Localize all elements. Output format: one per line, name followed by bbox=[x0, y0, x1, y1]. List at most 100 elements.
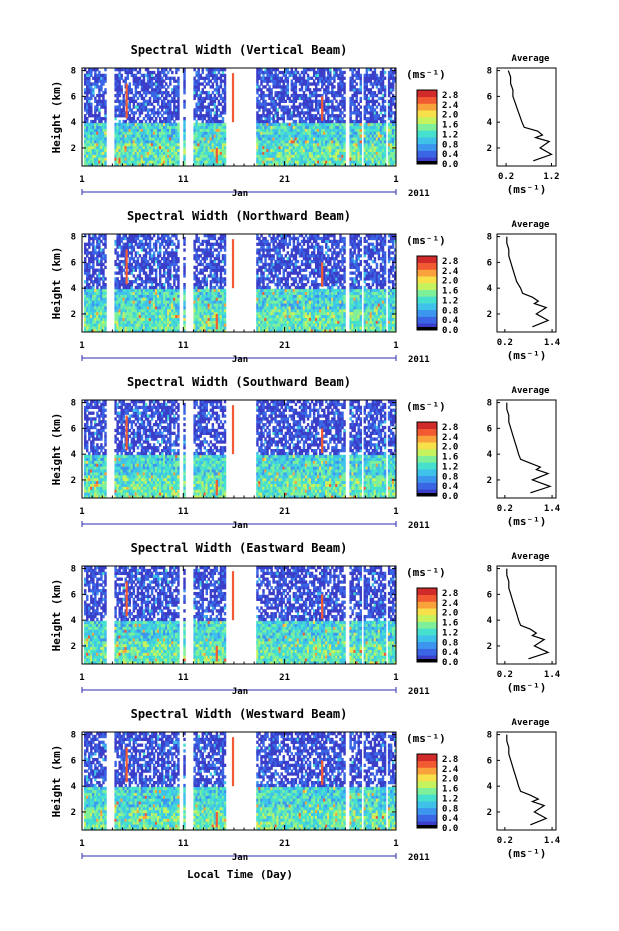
heatmap-cell bbox=[128, 108, 132, 112]
heatmap-cell bbox=[167, 85, 170, 89]
heatmap-cell bbox=[116, 137, 119, 141]
heatmap-cell bbox=[302, 96, 306, 101]
heatmap-cell bbox=[193, 111, 196, 115]
heatmap-cell bbox=[130, 128, 134, 132]
heatmap-cell bbox=[118, 300, 121, 304]
heatmap-cell bbox=[193, 285, 196, 290]
heatmap-cell bbox=[120, 329, 123, 333]
heatmap-cell bbox=[377, 76, 381, 80]
heatmap-cell bbox=[116, 76, 119, 80]
heatmap-cell bbox=[92, 300, 95, 304]
heatmap-cell bbox=[128, 140, 132, 144]
heatmap-cell bbox=[90, 294, 93, 298]
heatmap-cell bbox=[144, 251, 148, 255]
heatmap-cell bbox=[349, 114, 352, 118]
heatmap-cell bbox=[258, 151, 261, 155]
heatmap-cell bbox=[152, 82, 156, 86]
heatmap-cell bbox=[379, 108, 383, 112]
heatmap-cell bbox=[209, 114, 213, 118]
heatmap-cell bbox=[280, 85, 283, 89]
heatmap-cell bbox=[268, 108, 271, 112]
heatmap-cell bbox=[154, 91, 158, 95]
heatmap-cell bbox=[213, 102, 217, 106]
heatmap-cell bbox=[389, 134, 393, 138]
heatmap-cell bbox=[90, 257, 93, 261]
heatmap-cell bbox=[195, 306, 198, 310]
heatmap-cell bbox=[116, 73, 119, 78]
heatmap-cell bbox=[258, 85, 261, 89]
heatmap-cell bbox=[90, 265, 93, 269]
heatmap-cell bbox=[260, 157, 263, 161]
heatmap-cell bbox=[205, 131, 208, 135]
heatmap-cell bbox=[325, 151, 328, 155]
heatmap-cell bbox=[203, 105, 206, 109]
heatmap-cell bbox=[116, 245, 119, 249]
heatmap-cell bbox=[173, 277, 176, 281]
heatmap-cell bbox=[124, 329, 127, 333]
heatmap-cell bbox=[316, 79, 320, 83]
heatmap-cell bbox=[100, 294, 103, 298]
heatmap-cell bbox=[167, 277, 170, 281]
heatmap-cell bbox=[183, 157, 186, 161]
heatmap-cell bbox=[359, 128, 362, 132]
heatmap-cell bbox=[171, 248, 174, 252]
heatmap-cell bbox=[323, 119, 326, 124]
heatmap-cell bbox=[268, 125, 271, 129]
heatmap-cell bbox=[84, 285, 87, 290]
heatmap-cell bbox=[118, 68, 121, 72]
heatmap-cell bbox=[223, 148, 227, 152]
heatmap-cell bbox=[102, 160, 105, 164]
heatmap-cell bbox=[207, 91, 211, 95]
heatmap-cell bbox=[183, 265, 186, 269]
heatmap-cell bbox=[183, 294, 186, 298]
heatmap-cell bbox=[163, 79, 166, 83]
heatmap-cell bbox=[298, 93, 302, 98]
heatmap-cell bbox=[363, 79, 367, 83]
heatmap-cell bbox=[100, 79, 103, 83]
heatmap-cell bbox=[177, 291, 180, 295]
heatmap-cell bbox=[96, 259, 99, 264]
heatmap-cell bbox=[349, 82, 352, 86]
heatmap-cell bbox=[205, 108, 208, 112]
heatmap-cell bbox=[122, 79, 125, 83]
heatmap-cell bbox=[142, 262, 146, 267]
heatmap-cell bbox=[201, 154, 204, 158]
heatmap-cell bbox=[173, 91, 176, 95]
heatmap-cell bbox=[161, 82, 164, 86]
heatmap-cell bbox=[144, 105, 148, 109]
heatmap-cell bbox=[357, 145, 360, 150]
heatmap-cell bbox=[219, 82, 223, 86]
heatmap-cell bbox=[130, 99, 134, 103]
heatmap-cell bbox=[150, 131, 154, 135]
heatmap-cell bbox=[276, 163, 279, 167]
heatmap-cell bbox=[142, 96, 146, 101]
heatmap-cell bbox=[268, 117, 271, 121]
heatmap-cell bbox=[124, 323, 127, 327]
heatmap-cell bbox=[203, 140, 206, 144]
heatmap-cell bbox=[136, 303, 140, 307]
heatmap-cell bbox=[142, 306, 146, 310]
heatmap-cell bbox=[276, 160, 279, 164]
heatmap-cell bbox=[327, 117, 330, 121]
heatmap-cell bbox=[177, 329, 180, 333]
heatmap-cell bbox=[333, 160, 336, 164]
heatmap-cell bbox=[319, 142, 322, 147]
heatmap-cell bbox=[169, 93, 172, 98]
heatmap-cell bbox=[276, 148, 279, 152]
colorbar-tick-label: 0.4 bbox=[442, 150, 459, 160]
heatmap-cell bbox=[258, 93, 261, 98]
heatmap-cell bbox=[280, 134, 283, 138]
heatmap-cell bbox=[148, 99, 152, 103]
heatmap-cell bbox=[298, 102, 302, 106]
heatmap-cell bbox=[274, 131, 277, 135]
heatmap-cell bbox=[161, 242, 164, 246]
heatmap-cell bbox=[319, 73, 322, 78]
heatmap-cell bbox=[387, 151, 391, 155]
heatmap-cell bbox=[333, 145, 336, 150]
heatmap-cell bbox=[381, 82, 385, 86]
heatmap-cell bbox=[343, 102, 346, 106]
heatmap-cell bbox=[171, 291, 174, 295]
heatmap-cell bbox=[136, 262, 140, 267]
heatmap-cell bbox=[304, 142, 308, 147]
heatmap-cell bbox=[138, 320, 142, 324]
